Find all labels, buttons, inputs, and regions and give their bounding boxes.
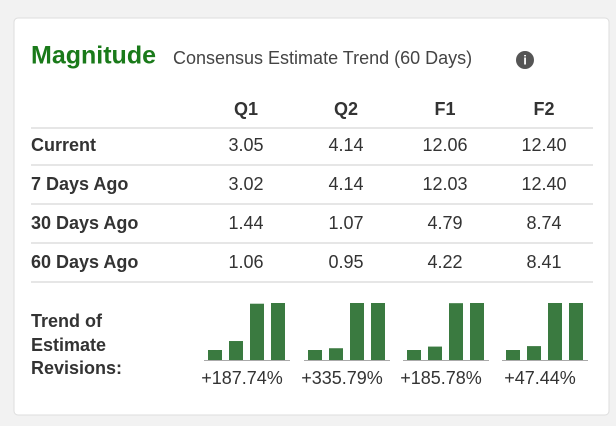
- column-header: F2: [533, 99, 554, 119]
- trend-value: +335.79%: [301, 368, 383, 388]
- trend-bar: [569, 303, 583, 360]
- cell: 4.14: [328, 135, 363, 155]
- cell: 1.07: [328, 213, 363, 233]
- trend-value: +185.78%: [400, 368, 482, 388]
- cell: 12.03: [422, 174, 467, 194]
- trend-value: +187.74%: [201, 368, 283, 388]
- column-header: Q1: [234, 99, 258, 119]
- cell: 8.74: [526, 213, 561, 233]
- cell: 12.06: [422, 135, 467, 155]
- row-label: 30 Days Ago: [31, 213, 138, 233]
- trend-bar: [229, 341, 243, 360]
- row-label: 60 Days Ago: [31, 252, 138, 272]
- cell: 1.06: [228, 252, 263, 272]
- trend-bar: [548, 303, 562, 360]
- info-icon[interactable]: i: [516, 51, 534, 69]
- svg-text:i: i: [523, 52, 527, 67]
- subtitle: Consensus Estimate Trend (60 Days): [173, 48, 472, 68]
- trend-bar: [329, 348, 343, 360]
- trend-bar: [527, 346, 541, 360]
- trend-label: Trend of Estimate Revisions:: [31, 311, 122, 378]
- cell: 4.79: [427, 213, 462, 233]
- cell: 4.14: [328, 174, 363, 194]
- trend-bar: [208, 350, 222, 360]
- cell: 8.41: [526, 252, 561, 272]
- trend-label-line: Estimate: [31, 335, 106, 355]
- trend-label-line: Revisions:: [31, 358, 122, 378]
- trend-bar: [449, 303, 463, 360]
- trend-bar: [371, 303, 385, 360]
- trend-bar: [428, 346, 442, 360]
- title: Magnitude: [31, 42, 156, 70]
- cell: 4.22: [427, 252, 462, 272]
- trend-bar: [350, 303, 364, 360]
- cell: 12.40: [521, 174, 566, 194]
- cell: 3.02: [228, 174, 263, 194]
- trend-bar: [271, 303, 285, 360]
- cell: 12.40: [521, 135, 566, 155]
- trend-label-line: Trend of: [31, 311, 103, 331]
- cell: 0.95: [328, 252, 363, 272]
- column-header: Q2: [334, 99, 358, 119]
- trend-bar: [250, 303, 264, 360]
- cell: 1.44: [228, 213, 263, 233]
- row-label: 7 Days Ago: [31, 174, 128, 194]
- trend-value: +47.44%: [504, 368, 576, 388]
- row-label: Current: [31, 135, 96, 155]
- trend-bar: [506, 350, 520, 360]
- trend-bar: [407, 350, 421, 360]
- cell: 3.05: [228, 135, 263, 155]
- column-header: F1: [434, 99, 455, 119]
- trend-bar: [470, 303, 484, 360]
- trend-bar: [308, 350, 322, 360]
